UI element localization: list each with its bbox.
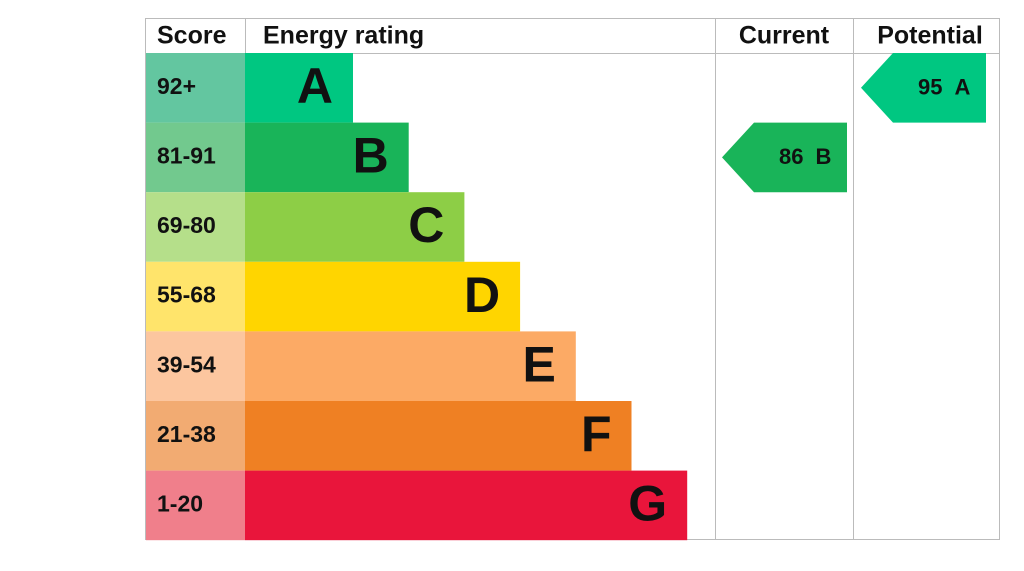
rating-letter: C: [408, 197, 444, 253]
potential-letter: A: [955, 75, 971, 100]
score-range: 92+: [157, 73, 196, 99]
rating-letter: E: [522, 336, 555, 392]
current-arrow: [722, 122, 847, 193]
potential-value: 95: [918, 75, 942, 100]
score-range: 21-38: [157, 421, 216, 447]
rating-letter: D: [464, 267, 500, 323]
current-letter: B: [816, 144, 832, 169]
rating-letter: B: [353, 128, 389, 184]
rating-bar: [245, 401, 632, 471]
potential-arrow: [861, 53, 986, 123]
rating-bar: [245, 470, 688, 541]
score-range: 55-68: [157, 282, 216, 308]
header-score: Score: [157, 22, 227, 50]
score-cell: [146, 261, 245, 332]
score-cell: [146, 122, 245, 193]
rating-bar: [245, 331, 576, 401]
score-cell: [146, 53, 245, 123]
score-range: 39-54: [157, 351, 216, 377]
score-cell: [146, 331, 245, 401]
rating-letter: A: [297, 58, 333, 114]
score-range: 69-80: [157, 212, 216, 238]
score-cell: [146, 192, 245, 262]
rating-bar: [245, 261, 521, 332]
header-current: Current: [739, 22, 830, 50]
score-cell: [146, 470, 245, 541]
header-potential: Potential: [877, 22, 983, 50]
rating-bar: [245, 192, 465, 262]
rating-bar: [245, 122, 409, 193]
current-value: 86: [779, 144, 803, 169]
score-range: 81-91: [157, 142, 216, 168]
score-cell: [146, 401, 245, 471]
rating-letter: F: [581, 406, 612, 462]
header-rating: Energy rating: [263, 22, 424, 50]
rating-letter: G: [628, 476, 667, 532]
score-range: 1-20: [157, 490, 203, 516]
rating-bar: [245, 53, 353, 123]
